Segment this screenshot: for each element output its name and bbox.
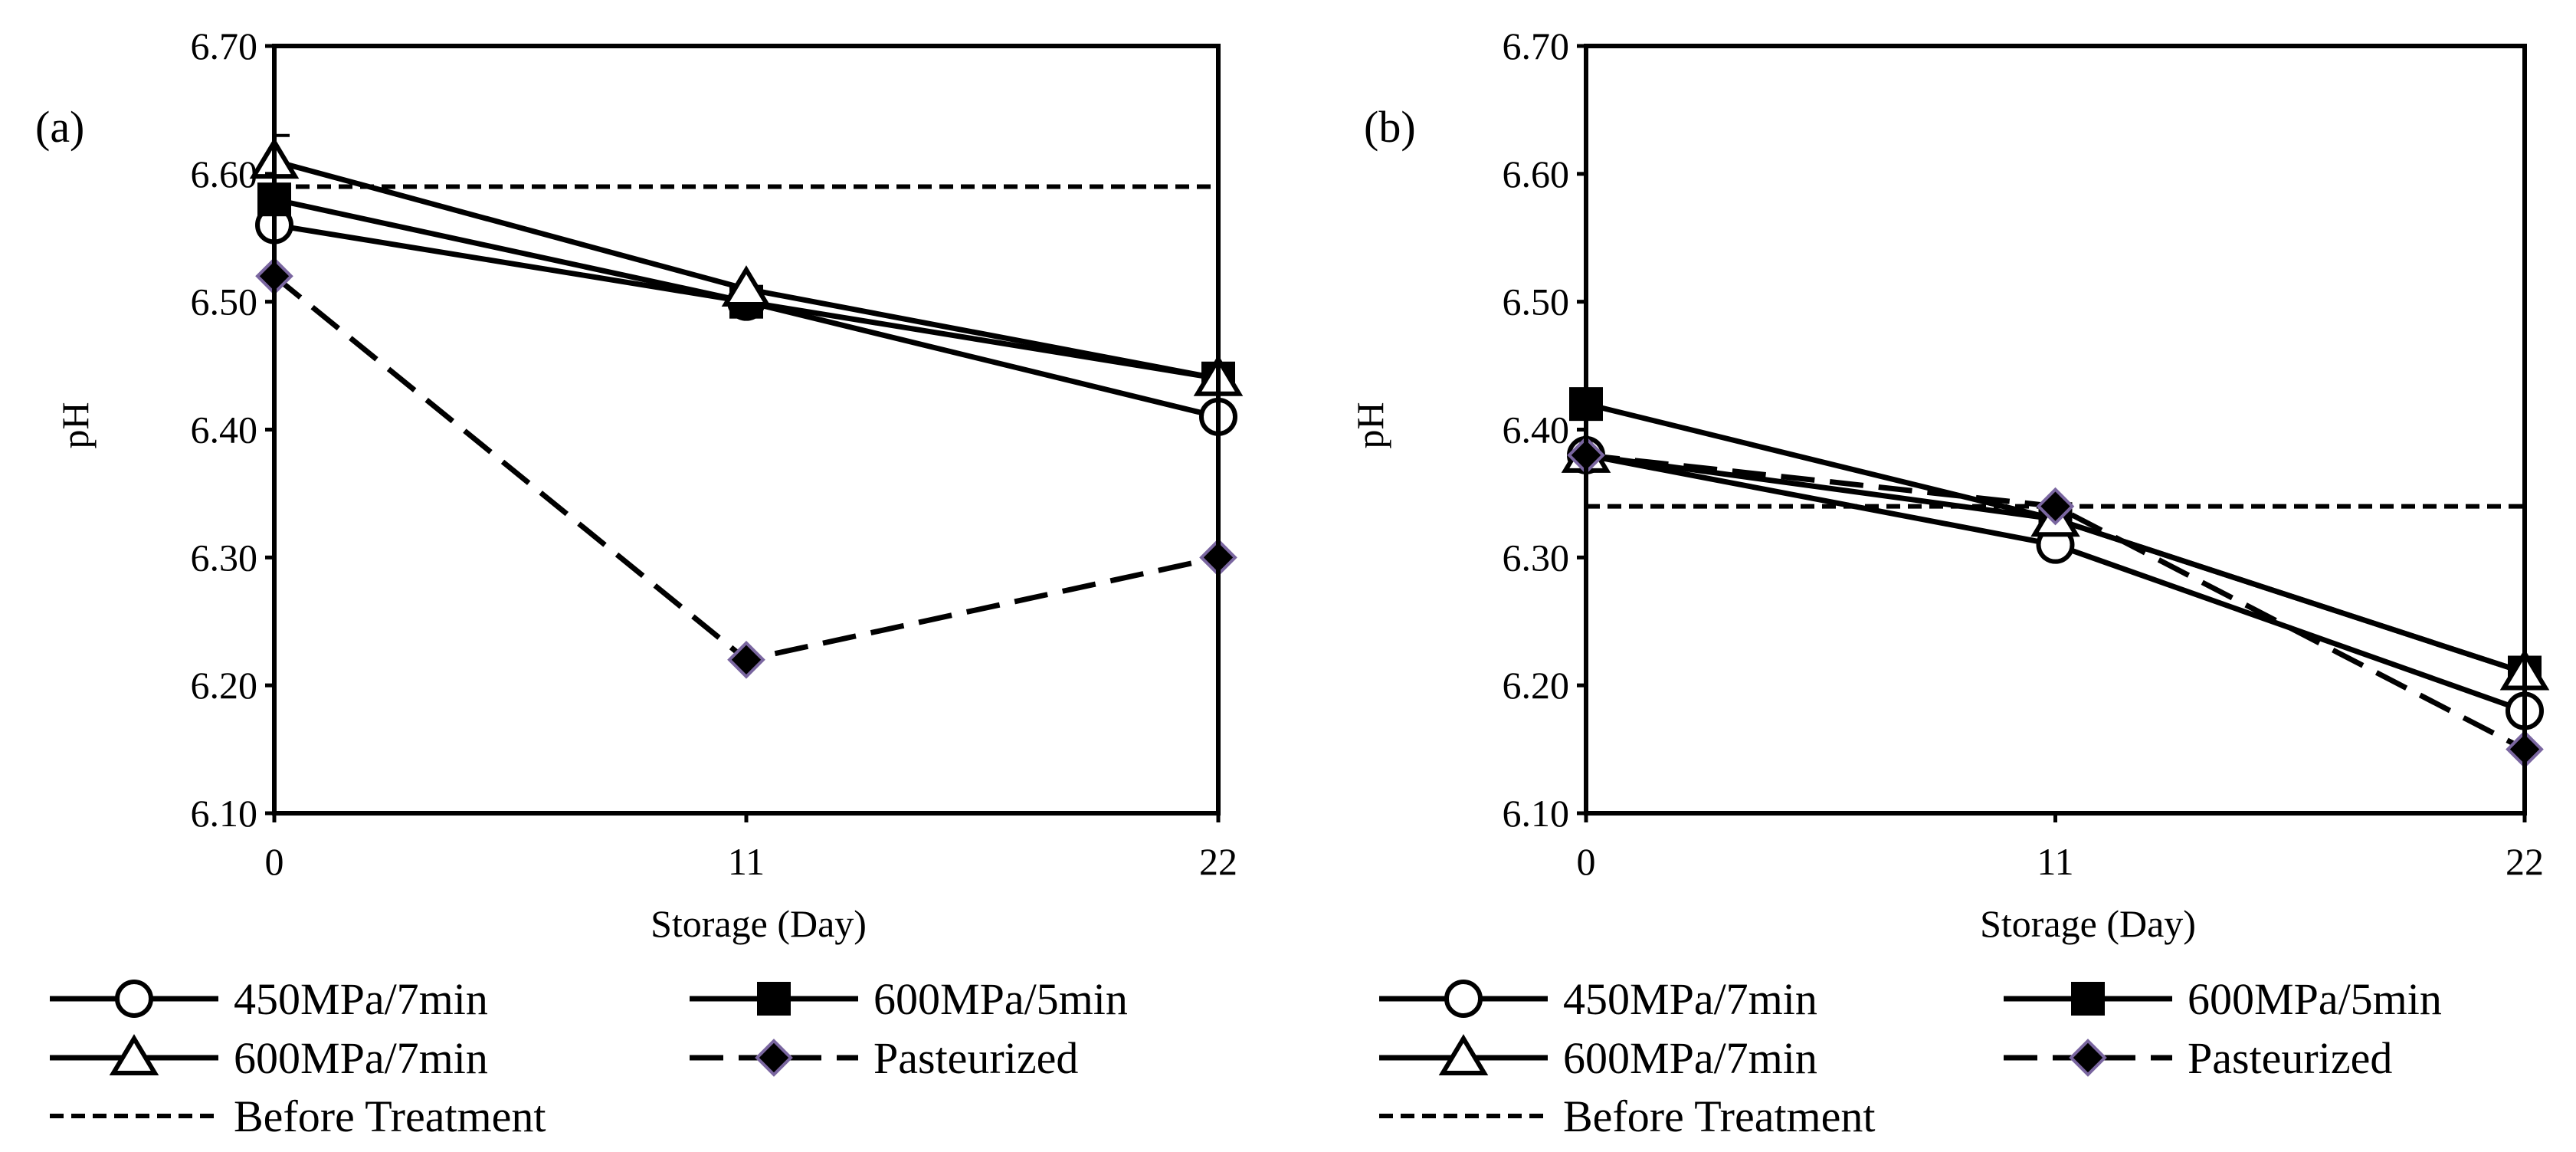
legend-marker-square	[2071, 982, 2105, 1016]
y-tick-label: 6.70	[191, 25, 258, 67]
legend-label: 600MPa/7min	[234, 1033, 488, 1083]
legend-entry-600-7-a: 600MPa/7min	[50, 1033, 488, 1083]
data-point-pasteurized-day-11	[2036, 487, 2075, 526]
legend-entry-before-b: Before Treatment	[1379, 1091, 1876, 1141]
y-tick-label: 6.60	[191, 153, 258, 195]
legend-marker-diamond	[755, 1039, 793, 1077]
panel-label-b: (b)	[1364, 102, 1416, 152]
legend-entry-before-a: Before Treatment	[50, 1091, 546, 1141]
legend-entry-pasteurized-a: Pasteurized	[690, 1033, 1078, 1083]
y-tick-label: 6.40	[191, 409, 258, 451]
y-tick-label: 6.10	[1503, 792, 1570, 835]
panel-label-a: (a)	[35, 102, 84, 152]
plot-frame-b	[1584, 44, 2527, 816]
legend-label: 600MPa/7min	[1563, 1033, 1817, 1083]
legend-label: Pasteurized	[2188, 1033, 2392, 1083]
legend-a: 450MPa/7min 600MPa/5min 600MPa/7min Past…	[50, 974, 1128, 1141]
data-point-600mpa-7min-day-11	[721, 265, 772, 307]
legend-entry-450-b: 450MPa/7min	[1379, 974, 1817, 1024]
y-tick-label: 6.40	[1503, 409, 1570, 451]
legend-label: 450MPa/7min	[1563, 974, 1817, 1024]
legend-b: 450MPa/7min 600MPa/5min 600MPa/7min Past…	[1379, 974, 2442, 1141]
legend-label: Before Treatment	[234, 1091, 546, 1141]
x-axis-title-b: Storage (Day)	[1980, 902, 2196, 945]
y-tick-label: 6.70	[1503, 25, 1570, 67]
x-tick-label: 22	[1199, 840, 1237, 883]
legend-label: 600MPa/5min	[2188, 974, 2442, 1024]
legend-entry-600-7-b: 600MPa/7min	[1379, 1033, 1817, 1083]
legend-entry-600-5-a: 600MPa/5min	[690, 974, 1128, 1024]
legend-entry-450-a: 450MPa/7min	[50, 974, 488, 1024]
plot-frame-a	[272, 44, 1221, 816]
series-line-pasteurized	[272, 274, 1219, 663]
x-tick-label: 11	[2037, 840, 2073, 883]
y-axis-title-b: pH	[1349, 402, 1391, 448]
panel-b: 6.10 6.20 6.30 6.40 6.50 6.60 6.70 0 11 22 (b) pH…	[1349, 25, 2550, 945]
y-tick-label: 6.60	[1503, 153, 1570, 195]
y-tick-label: 6.30	[1503, 536, 1570, 579]
legend-label: 450MPa/7min	[234, 974, 488, 1024]
x-tick-label: 0	[265, 840, 284, 883]
data-point-pasteurized-day-11	[727, 640, 765, 679]
x-tick-label: 22	[2506, 840, 2544, 883]
legend-marker-circle	[1444, 980, 1483, 1018]
y-tick-label: 6.50	[191, 281, 258, 323]
x-axis-title-a: Storage (Day)	[651, 902, 867, 945]
y-tick-label: 6.20	[1503, 664, 1570, 707]
y-tick-label: 6.30	[191, 536, 258, 579]
legend-label: Pasteurized	[873, 1033, 1078, 1083]
y-tick-label: 6.50	[1503, 281, 1570, 323]
y-tick-label: 6.10	[191, 792, 258, 835]
legend-entry-pasteurized-b: Pasteurized	[2004, 1033, 2392, 1083]
x-tick-label: 0	[1577, 840, 1596, 883]
panel-a: 6.10 6.20 6.30 6.40 6.50 6.60 6.70 0 11 22 (a) pH…	[35, 25, 1244, 945]
legend-marker-triangle	[1438, 1034, 1489, 1075]
y-axis-title-a: pH	[54, 402, 97, 448]
legend-marker-square	[757, 982, 791, 1016]
legend-marker-triangle	[109, 1034, 159, 1075]
legend-label: Before Treatment	[1563, 1091, 1876, 1141]
y-tick-label: 6.20	[191, 664, 258, 707]
legend-marker-circle	[115, 980, 153, 1018]
legend-label: 600MPa/5min	[873, 974, 1128, 1024]
x-tick-label: 11	[728, 840, 765, 883]
legend-marker-diamond	[2069, 1039, 2107, 1077]
legend-entry-600-5-b: 600MPa/5min	[2004, 974, 2442, 1024]
